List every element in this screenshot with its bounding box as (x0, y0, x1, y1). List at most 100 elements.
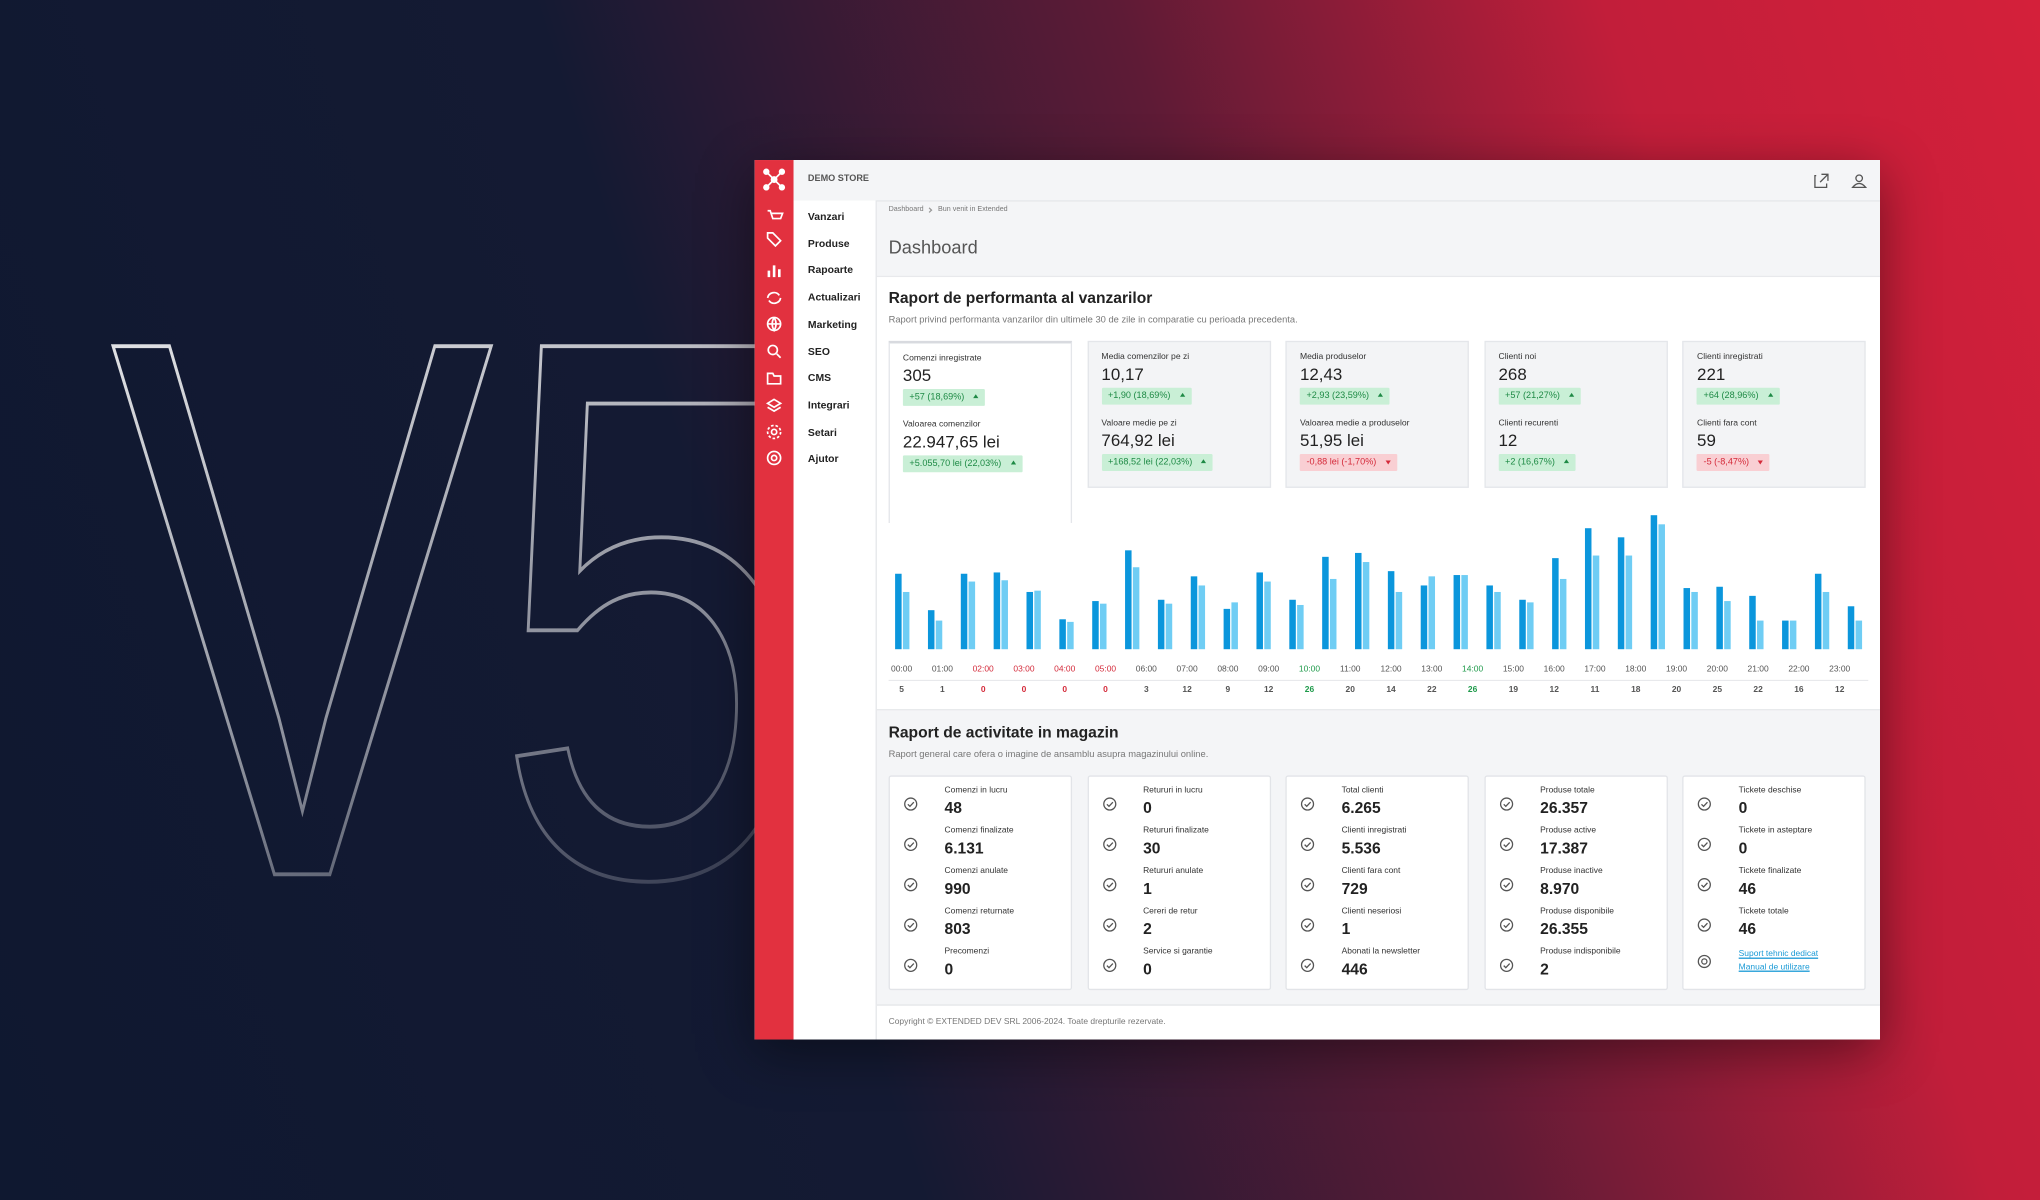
layers-icon[interactable] (765, 398, 783, 413)
settings-icon[interactable] (766, 424, 782, 440)
kpi-change-text: +2,93 (23,59%) (1306, 391, 1369, 401)
item-icon (1102, 958, 1116, 972)
menu-item[interactable]: Integrari (807, 399, 850, 411)
item-icon (904, 797, 918, 811)
folder-icon[interactable] (766, 372, 782, 385)
support-link[interactable]: Suport tehnic dedicat (1738, 949, 1819, 959)
menu-item[interactable]: Produse (807, 237, 850, 250)
menu-item[interactable]: Setari (807, 426, 837, 438)
breadcrumb-item[interactable]: Dashboard (888, 205, 924, 214)
kpi-label: Comenzi inregistrate (902, 353, 982, 363)
kpi-change-badge: -5 (-8,47%) (1697, 454, 1770, 471)
kpi-change-badge: +5.055,70 lei (22,03%) (902, 455, 1023, 473)
external-link-icon[interactable] (1814, 173, 1829, 188)
bar (1387, 571, 1395, 650)
icon-shape (1502, 963, 1510, 969)
trend-arrow (1564, 459, 1570, 464)
icon-shape (1701, 882, 1709, 888)
kpi-change-badge: +1,90 (18,69%) (1101, 387, 1192, 405)
globe-icon[interactable] (766, 316, 782, 333)
icon-shape (1301, 918, 1315, 932)
search-icon[interactable] (767, 344, 782, 359)
item-icon (1698, 797, 1712, 811)
bar (1264, 581, 1271, 650)
kpi-change-badge: +168,52 lei (22,03%) (1101, 454, 1214, 471)
hour-count: 1 (940, 684, 945, 694)
sub-nav (793, 200, 877, 1040)
item-icon (1698, 954, 1712, 969)
tag-icon[interactable] (766, 232, 782, 248)
hour-count: 20 (1672, 684, 1682, 694)
menu-item[interactable]: CMS (807, 372, 832, 385)
bar (1157, 599, 1165, 650)
item-icon (904, 918, 918, 932)
item-label: Clienti neseriosi (1341, 906, 1402, 916)
icon-shape (1102, 797, 1116, 811)
bar (1519, 599, 1526, 650)
bar (1420, 585, 1428, 650)
sync-icon[interactable] (766, 291, 782, 305)
menu-item[interactable]: Ajutor (807, 453, 839, 465)
item-icon (1301, 958, 1315, 972)
section-title: Raport de activitate in magazin (888, 723, 1119, 742)
icon-shape (1304, 922, 1312, 929)
item-label: Clienti inregistrati (1341, 826, 1407, 836)
hour-label: 22:00 (1788, 663, 1809, 673)
kpi-label: Clienti recurenti (1498, 418, 1559, 429)
hour-label: 02:00 (973, 663, 994, 673)
hour-label: 10:00 (1299, 663, 1320, 673)
menu-item[interactable]: Rapoarte (807, 264, 854, 277)
support-link[interactable]: Manual de utilizare (1738, 962, 1810, 972)
item-label: Cereri de retur (1143, 906, 1198, 916)
item-icon (1499, 918, 1513, 932)
icon-shape (1304, 963, 1312, 969)
item-icon (904, 878, 918, 892)
hour-label: 20:00 (1707, 663, 1728, 673)
user-icon[interactable] (1851, 174, 1868, 188)
icon-shape (1301, 837, 1315, 851)
chart-icon[interactable] (767, 265, 781, 278)
item-label: Precomenzi (944, 947, 990, 957)
item-label: Retururi in lucru (1143, 785, 1203, 795)
kpi-change-badge: +57 (21,27%) (1498, 387, 1581, 405)
hour-count: 25 (1713, 684, 1723, 694)
kpi-value: 764,92 lei (1101, 430, 1175, 451)
bar (1297, 604, 1304, 650)
hour-label: 03:00 (1013, 663, 1034, 673)
item-value: 0 (1738, 798, 1748, 818)
menu-item[interactable]: Vanzari (807, 210, 845, 223)
item-label: Produse inactive (1540, 866, 1603, 876)
bar (1034, 590, 1041, 650)
hour-label: 13:00 (1421, 663, 1442, 673)
item-value: 729 (1341, 879, 1368, 898)
hour-count: 0 (981, 684, 986, 694)
icon-shape (1105, 842, 1113, 848)
menu-item[interactable]: Actualizari (807, 291, 861, 304)
logo (763, 168, 786, 191)
menu-item[interactable]: SEO (807, 345, 830, 358)
app-window: DEMO STORE Vanzari Produse Rapoarte Actuali… (754, 160, 1880, 1040)
item-icon (1499, 797, 1513, 811)
kpi-change-badge: +64 (28,96%) (1697, 387, 1780, 405)
kpi-label: Clienti noi (1498, 352, 1537, 362)
hour-label: 14:00 (1462, 663, 1483, 673)
icon-shape (904, 918, 918, 932)
item-value: 17.387 (1540, 839, 1588, 858)
store-name[interactable]: DEMO STORE (807, 174, 870, 184)
hour-count: 12 (1182, 684, 1192, 694)
kpi-change-text: +64 (28,96%) (1703, 391, 1759, 401)
item-label: Tickete deschise (1738, 785, 1802, 795)
bar (1362, 562, 1370, 650)
item-label: Produse totale (1540, 785, 1595, 795)
kpi-card: Clienti inregistrati 221 +64 (28,96%) Clien… (1682, 340, 1867, 488)
cart-icon[interactable] (767, 209, 784, 220)
menu-item[interactable]: Marketing (807, 318, 858, 331)
hour-count: 0 (1062, 684, 1067, 694)
help-icon[interactable] (766, 450, 782, 466)
icon-shape (1304, 801, 1312, 808)
icon-shape (1698, 918, 1712, 932)
item-label: Retururi anulate (1143, 866, 1204, 876)
bar (1461, 575, 1468, 650)
icon-shape (1301, 878, 1315, 892)
